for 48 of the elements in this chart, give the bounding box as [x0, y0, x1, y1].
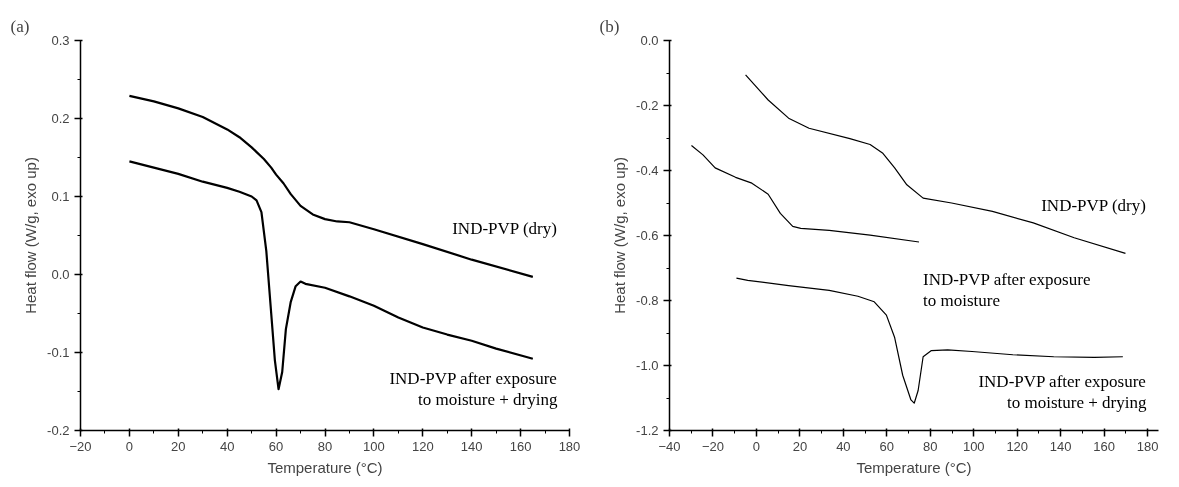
x-tick-label: 140	[1049, 438, 1072, 454]
x-tick-label: 120	[411, 438, 434, 454]
chart-title: (b)	[599, 16, 620, 36]
x-tick-label: 180	[1136, 438, 1159, 454]
line-series	[690, 144, 920, 243]
series-label: IND-PVP (dry)	[452, 219, 557, 239]
x-tick-label: 60	[268, 438, 284, 454]
series-label: IND-PVP (dry)	[1041, 195, 1146, 215]
x-axis-title: Temperature (°C)	[856, 458, 972, 476]
chart-title: (a)	[10, 16, 30, 36]
x-tick-label: 120	[1006, 438, 1029, 454]
y-tick-label: 0.0	[51, 267, 70, 282]
y-tick-label: 0.0	[640, 33, 659, 48]
x-tick-label: 40	[219, 438, 235, 454]
x-tick-label: 160	[1093, 438, 1116, 454]
y-axis-title: Heat flow (W/g, exo up)	[22, 157, 40, 314]
y-axis-title: Heat flow (W/g, exo up)	[611, 157, 629, 314]
x-tick-label: 60	[879, 438, 895, 454]
y-tick-label: 0.1	[51, 189, 70, 204]
x-tick-label: −20	[69, 438, 92, 454]
x-tick-label: −40	[658, 438, 681, 454]
x-tick-label: 40	[836, 438, 851, 454]
x-tick-label: 180	[558, 438, 581, 454]
x-tick-label: 0	[125, 438, 134, 454]
x-tick-label: 80	[317, 438, 333, 454]
y-tick-label: -0.4	[636, 163, 659, 178]
x-tick-label: 140	[460, 438, 483, 454]
x-tick-label: 0	[752, 438, 761, 454]
x-tick-label: 100	[363, 438, 385, 454]
x-tick-label: 100	[962, 438, 985, 454]
y-tick-label: -0.6	[636, 228, 659, 243]
series-label: IND-PVP after exposure to moisture + drying	[389, 368, 558, 409]
x-tick-label: 80	[923, 438, 938, 454]
y-tick-label: -0.8	[636, 293, 659, 308]
y-tick-label: -0.2	[636, 98, 659, 113]
x-axis-title: Temperature (°C)	[267, 458, 383, 476]
x-tick-label: −20	[701, 438, 724, 454]
x-tick-label: 20	[171, 438, 186, 454]
y-tick-label: 0.2	[51, 111, 70, 126]
x-tick-label: 160	[509, 438, 532, 454]
x-tick-label: 20	[792, 438, 808, 454]
y-tick-label: 0.3	[51, 33, 70, 48]
series-label: IND-PVP after exposure to moisture	[923, 270, 1091, 310]
y-tick-label: -1.0	[636, 358, 659, 373]
y-tick-label: -0.2	[47, 423, 70, 438]
series-label: IND-PVP after exposure to moisture + drying	[978, 371, 1147, 412]
y-tick-label: -0.1	[47, 345, 70, 360]
y-tick-label: -1.2	[636, 423, 659, 438]
